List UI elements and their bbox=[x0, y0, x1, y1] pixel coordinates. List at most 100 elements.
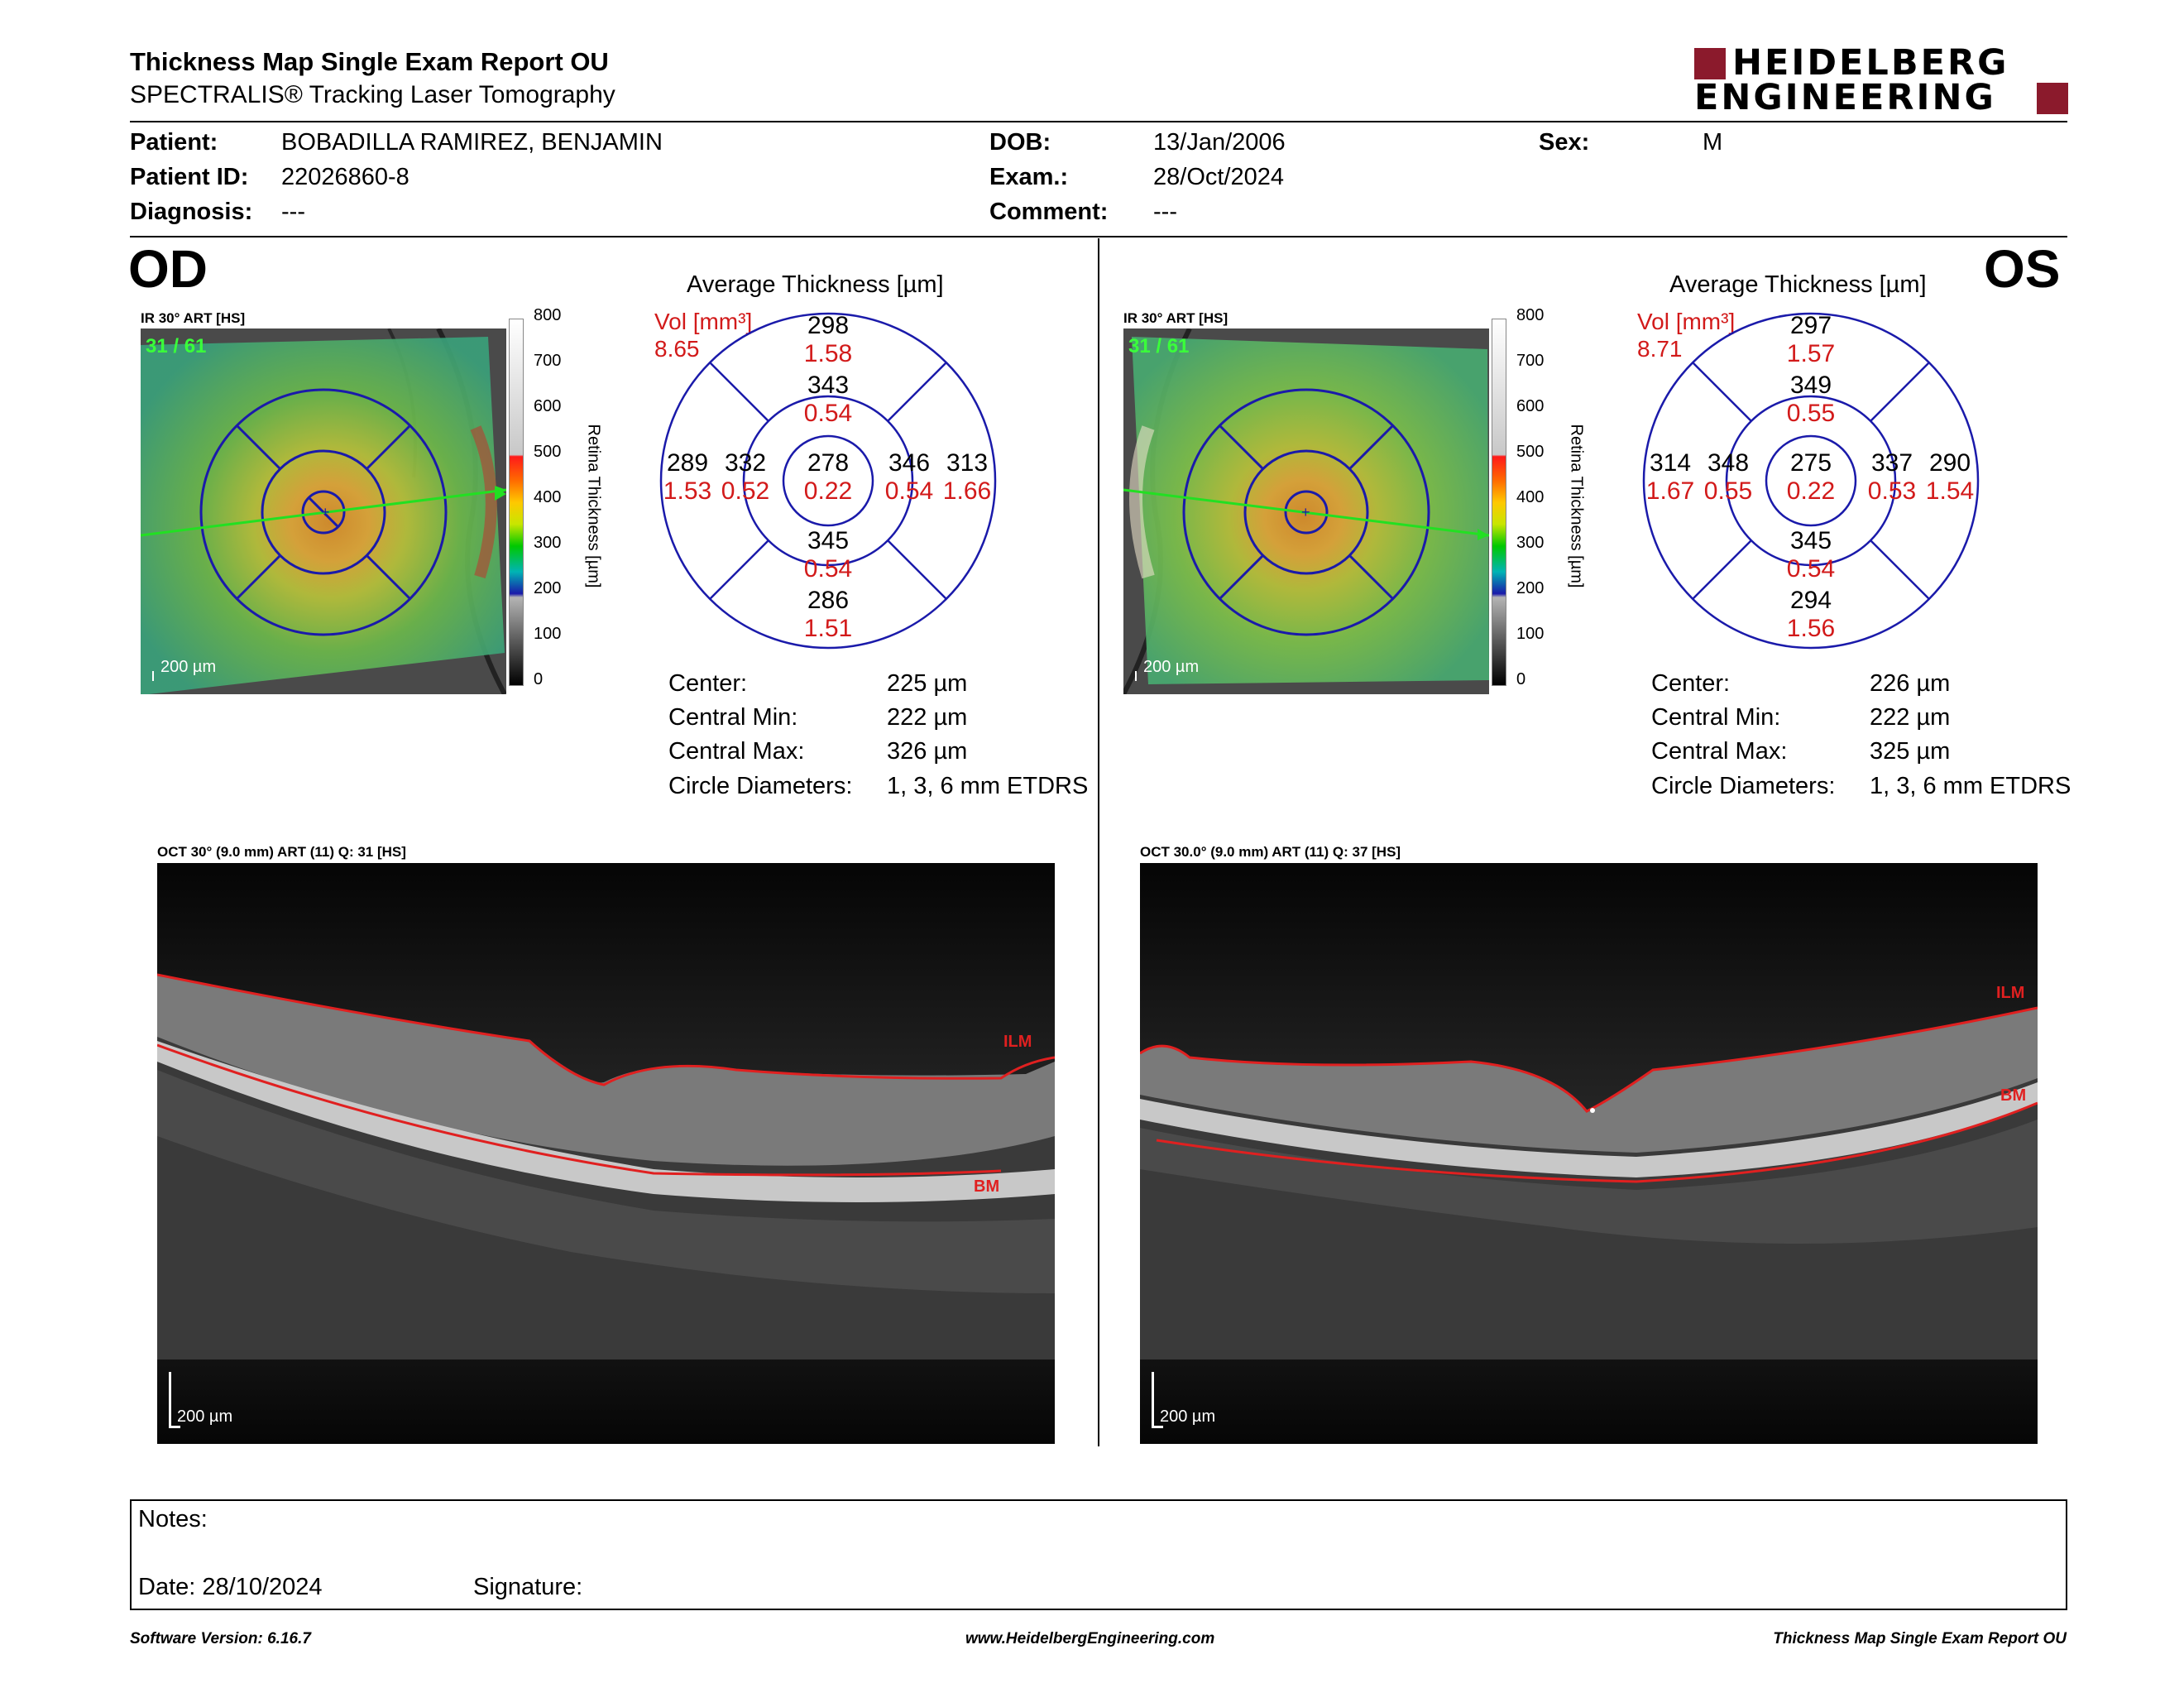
os-left-outer-thickness: 314 bbox=[1649, 449, 1692, 477]
notes-box[interactable]: Notes: Date: 28/10/2024 Signature: bbox=[130, 1499, 2067, 1610]
od-etdrs-grid bbox=[658, 310, 999, 651]
os-map-scale: 200 µm bbox=[1143, 658, 1200, 676]
os-left-inner-volume: 0.55 bbox=[1703, 477, 1753, 505]
os-diam-label: Circle Diameters: bbox=[1651, 773, 1836, 799]
od-diam-label: Circle Diameters: bbox=[668, 773, 853, 799]
od-frame-counter: 31 / 61 bbox=[146, 335, 207, 357]
patient-divider bbox=[130, 236, 2067, 237]
od-oct-scan: ILM BM 200 µm bbox=[157, 863, 1055, 1444]
os-top-outer-thickness: 297 bbox=[1789, 312, 1832, 339]
cbar-tick: 200 bbox=[534, 579, 562, 597]
patient-id-label: Patient ID: bbox=[130, 164, 249, 190]
os-ir-label: IR 30° ART [HS] bbox=[1123, 310, 1228, 326]
od-max-value: 326 µm bbox=[887, 738, 968, 765]
os-right-outer-volume: 1.54 bbox=[1925, 477, 1975, 505]
od-grid-values: 298 1.58 343 0.54 289 1.53 332 0.52 278 0.22 … bbox=[658, 310, 999, 651]
od-color-bar bbox=[509, 319, 524, 686]
sex-value: M bbox=[1703, 129, 1723, 156]
os-color-bar bbox=[1492, 319, 1506, 686]
os-bm-label: BM bbox=[2000, 1086, 2027, 1105]
svg-text:+: + bbox=[1301, 504, 1310, 520]
od-right-outer-volume: 1.66 bbox=[942, 477, 992, 505]
od-bottom-outer-thickness: 286 bbox=[807, 587, 850, 614]
os-etdrs-svg bbox=[1642, 312, 1980, 650]
od-fundus-image: + bbox=[141, 328, 506, 694]
os-bottom-outer-thickness: 294 bbox=[1789, 587, 1832, 614]
od-max-label: Central Max: bbox=[668, 738, 805, 765]
dob-label: DOB: bbox=[989, 129, 1051, 156]
logo-square-top bbox=[1694, 48, 1726, 79]
os-bottom-inner-thickness: 345 bbox=[1789, 527, 1832, 554]
os-max-value: 325 µm bbox=[1870, 738, 1951, 765]
cbar-tick: 400 bbox=[534, 488, 562, 506]
od-top-inner-volume: 0.54 bbox=[803, 400, 853, 427]
report-title: Thickness Map Single Exam Report OU bbox=[130, 47, 609, 76]
diagnosis-label: Diagnosis: bbox=[130, 199, 253, 225]
od-map-scalebar bbox=[152, 671, 154, 681]
cbar-tick: 300 bbox=[534, 534, 562, 552]
os-left-outer-volume: 1.67 bbox=[1645, 477, 1695, 505]
svg-text:+: + bbox=[321, 504, 330, 520]
os-oct-scalebar-base bbox=[1152, 1426, 1163, 1428]
diagnosis-value: --- bbox=[281, 199, 305, 225]
dob-value: 13/Jan/2006 bbox=[1153, 129, 1286, 156]
os-oct-label: OCT 30.0° (9.0 mm) ART (11) Q: 37 [HS] bbox=[1140, 844, 1401, 860]
heidelberg-logo: HEIDELBERG ENGINEERING bbox=[1694, 42, 2068, 118]
od-oct-scalebar-base bbox=[169, 1426, 180, 1428]
os-top-inner-thickness: 349 bbox=[1789, 372, 1832, 399]
exam-label: Exam.: bbox=[989, 164, 1069, 190]
notes-label: Notes: bbox=[138, 1506, 208, 1532]
od-oct-scale: 200 µm bbox=[177, 1407, 233, 1426]
od-map-scale: 200 µm bbox=[160, 658, 217, 676]
os-bottom-outer-volume: 1.56 bbox=[1786, 615, 1836, 642]
patient-label: Patient: bbox=[130, 129, 218, 156]
od-oct-label: OCT 30° (9.0 mm) ART (11) Q: 31 [HS] bbox=[157, 844, 406, 860]
cbar-tick: 800 bbox=[534, 306, 562, 324]
od-min-label: Central Min: bbox=[668, 704, 798, 731]
os-fundus-image: + bbox=[1123, 328, 1489, 694]
os-min-value: 222 µm bbox=[1870, 704, 1951, 731]
od-bottom-inner-thickness: 345 bbox=[807, 527, 850, 554]
od-min-value: 222 µm bbox=[887, 704, 968, 731]
od-left-outer-volume: 1.53 bbox=[663, 477, 712, 505]
patient-id: 22026860-8 bbox=[281, 164, 410, 190]
logo-text-bottom: ENGINEERING bbox=[1694, 77, 1996, 118]
od-ilm-label: ILM bbox=[1003, 1033, 1032, 1051]
od-center-value: 225 µm bbox=[887, 670, 968, 697]
date-label: Date: 28/10/2024 bbox=[138, 1574, 323, 1600]
logo-square-bottom bbox=[2037, 83, 2068, 114]
os-bottom-inner-volume: 0.54 bbox=[1786, 555, 1836, 583]
od-bottom-inner-volume: 0.54 bbox=[803, 555, 853, 583]
os-thickness-map: + 31 / 61 200 µm bbox=[1123, 328, 1489, 694]
software-version: Software Version: 6.16.7 bbox=[130, 1630, 311, 1647]
os-avg-title: Average Thickness [µm] bbox=[1669, 271, 1927, 298]
od-avg-title: Average Thickness [µm] bbox=[687, 271, 944, 298]
os-min-label: Central Min: bbox=[1651, 704, 1781, 731]
os-center-value: 226 µm bbox=[1870, 670, 1951, 697]
exam-value: 28/Oct/2024 bbox=[1153, 164, 1284, 190]
cbar-tick: 100 bbox=[1516, 625, 1545, 643]
cbar-tick: 800 bbox=[1516, 306, 1545, 324]
od-thickness-map: + 31 / 61 200 µm bbox=[141, 328, 506, 694]
os-top-outer-volume: 1.57 bbox=[1786, 340, 1836, 367]
os-max-label: Central Max: bbox=[1651, 738, 1788, 765]
patient-name: BOBADILLA RAMIREZ, BENJAMIN bbox=[281, 129, 663, 156]
os-vol-total: 8.71 bbox=[1637, 336, 1683, 362]
od-left-inner-thickness: 332 bbox=[724, 449, 767, 477]
od-oct-scalebar bbox=[169, 1372, 171, 1428]
os-colorbar-title: Retina Thickness [µm] bbox=[1567, 424, 1586, 588]
os-right-inner-thickness: 337 bbox=[1870, 449, 1913, 477]
os-center-label: Center: bbox=[1651, 670, 1731, 697]
od-colorbar-marker bbox=[495, 487, 506, 501]
signature-label: Signature: bbox=[473, 1574, 583, 1600]
od-center-volume: 0.22 bbox=[803, 477, 853, 505]
od-center-thickness: 278 bbox=[807, 449, 850, 477]
od-colorbar-title: Retina Thickness [µm] bbox=[584, 424, 603, 588]
comment-label: Comment: bbox=[989, 199, 1109, 225]
cbar-tick: 600 bbox=[534, 397, 562, 415]
website-link[interactable]: www.HeidelbergEngineering.com bbox=[965, 1630, 1215, 1647]
cbar-tick: 400 bbox=[1516, 488, 1545, 506]
cbar-tick: 0 bbox=[1516, 670, 1526, 688]
logo-text-top: HEIDELBERG bbox=[1732, 42, 2009, 84]
od-vol-label: Vol [mm³] bbox=[654, 309, 753, 334]
